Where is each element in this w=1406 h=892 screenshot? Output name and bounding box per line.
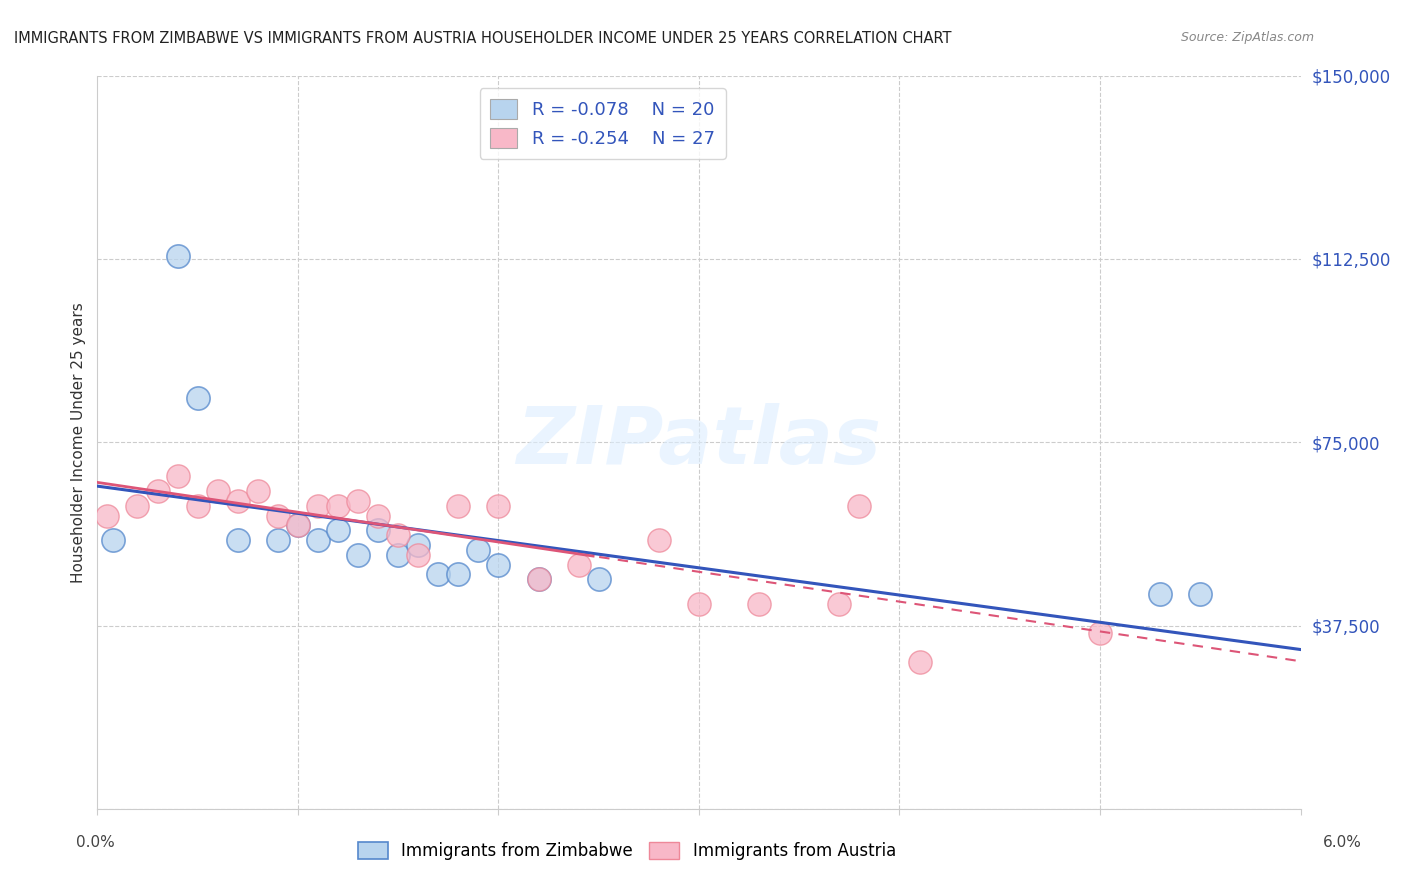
Legend: R = -0.078    N = 20, R = -0.254    N = 27: R = -0.078 N = 20, R = -0.254 N = 27 [479, 88, 725, 159]
Point [748, 597, 770, 611]
Point [146, 484, 169, 499]
Text: Source: ZipAtlas.com: Source: ZipAtlas.com [1181, 31, 1315, 45]
Point [648, 533, 671, 547]
Point [226, 533, 249, 547]
Point [527, 572, 550, 586]
Point [828, 597, 851, 611]
Point [688, 597, 710, 611]
Point [166, 249, 188, 263]
Point [187, 391, 209, 405]
Point [187, 499, 209, 513]
Point [287, 518, 309, 533]
Point [96, 508, 118, 523]
Point [1189, 587, 1212, 601]
Point [406, 538, 429, 552]
Point [326, 523, 349, 537]
Point [326, 499, 349, 513]
Point [908, 655, 931, 669]
Point [406, 548, 429, 562]
Point [307, 499, 329, 513]
Text: 0.0%: 0.0% [76, 836, 115, 850]
Point [287, 518, 309, 533]
Point [267, 533, 290, 547]
Point [387, 528, 409, 542]
Text: IMMIGRANTS FROM ZIMBABWE VS IMMIGRANTS FROM AUSTRIA HOUSEHOLDER INCOME UNDER 25 : IMMIGRANTS FROM ZIMBABWE VS IMMIGRANTS F… [14, 31, 952, 46]
Y-axis label: Householder Income Under 25 years: Householder Income Under 25 years [72, 301, 86, 582]
Text: ZIPatlas: ZIPatlas [516, 403, 882, 482]
Point [166, 469, 188, 483]
Point [447, 567, 470, 582]
Point [226, 494, 249, 508]
Point [1088, 626, 1111, 640]
Point [568, 558, 591, 572]
Point [307, 533, 329, 547]
Point [347, 548, 370, 562]
Point [267, 508, 290, 523]
Point [486, 499, 509, 513]
Point [367, 523, 389, 537]
Text: 6.0%: 6.0% [1323, 836, 1362, 850]
Point [367, 508, 389, 523]
Point [127, 499, 149, 513]
Point [427, 567, 450, 582]
Point [1149, 587, 1171, 601]
Point [848, 499, 870, 513]
Point [103, 533, 125, 547]
Point [588, 572, 610, 586]
Point [447, 499, 470, 513]
Point [467, 542, 489, 557]
Point [347, 494, 370, 508]
Point [527, 572, 550, 586]
Point [246, 484, 269, 499]
Point [387, 548, 409, 562]
Point [207, 484, 229, 499]
Point [486, 558, 509, 572]
